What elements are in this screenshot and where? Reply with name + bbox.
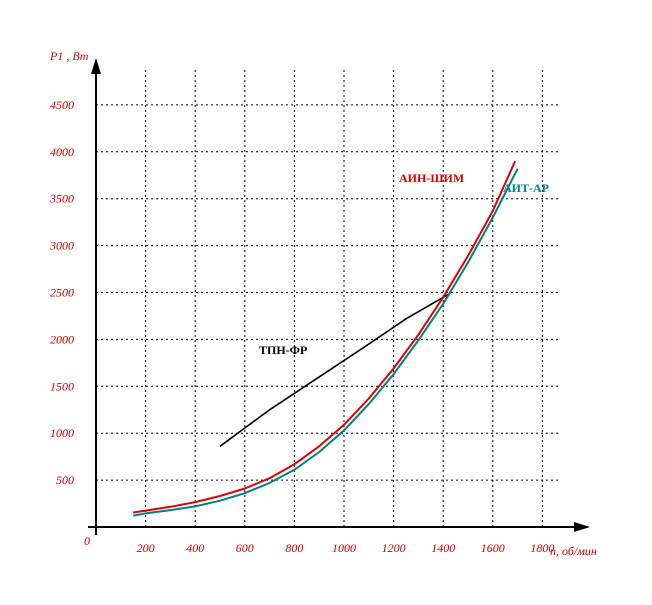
series-line-1	[133, 168, 519, 517]
x-tick-label: 1000	[332, 541, 356, 555]
x-tick-label: 1800	[530, 541, 554, 555]
x-tick-label: 1200	[382, 541, 406, 555]
axes	[88, 58, 590, 535]
y-tick-label: 4000	[50, 145, 74, 159]
x-tick-label: 1400	[431, 541, 455, 555]
y-tick-label: 4500	[50, 98, 74, 112]
y-tick-label: 1500	[50, 379, 74, 393]
series-label-2: АИН-ШИМ	[399, 171, 464, 185]
y-tick-label: 1000	[50, 426, 74, 440]
series-line-0	[219, 293, 449, 447]
origin-label: 0	[84, 534, 90, 548]
series-label-0: ТПН-ФР	[259, 343, 307, 357]
series-line-2	[133, 160, 517, 514]
x-tick-label: 200	[137, 541, 155, 555]
y-tick-label: 500	[56, 473, 74, 487]
x-tick-label: 800	[285, 541, 303, 555]
series-label-1: АИТ-АР	[503, 181, 549, 195]
y-tick-label: 3000	[49, 239, 74, 253]
x-tick-label: 400	[186, 541, 204, 555]
y-tick-label: 2500	[50, 286, 74, 300]
y-tick-label: 2000	[50, 332, 74, 346]
grid	[96, 68, 560, 527]
y-axis-arrow	[91, 58, 101, 74]
y-tick-label: 3500	[49, 192, 74, 206]
x-tick-labels: 200 400 600 800 1000 1200 1400 1600 1800	[137, 541, 555, 555]
x-tick-label: 600	[236, 541, 254, 555]
series-lines	[133, 160, 519, 517]
y-tick-labels: 500 1000 1500 2000 2500 3000 3500 4000 4500	[49, 98, 74, 487]
x-axis-arrow	[574, 522, 590, 532]
y-axis-title: P1 , Вт	[49, 49, 89, 63]
x-tick-label: 1600	[481, 541, 505, 555]
x-axis-title: n, об/мин	[550, 544, 597, 558]
series-labels: ТПН-ФР АИТ-АР АИН-ШИМ	[259, 171, 549, 357]
